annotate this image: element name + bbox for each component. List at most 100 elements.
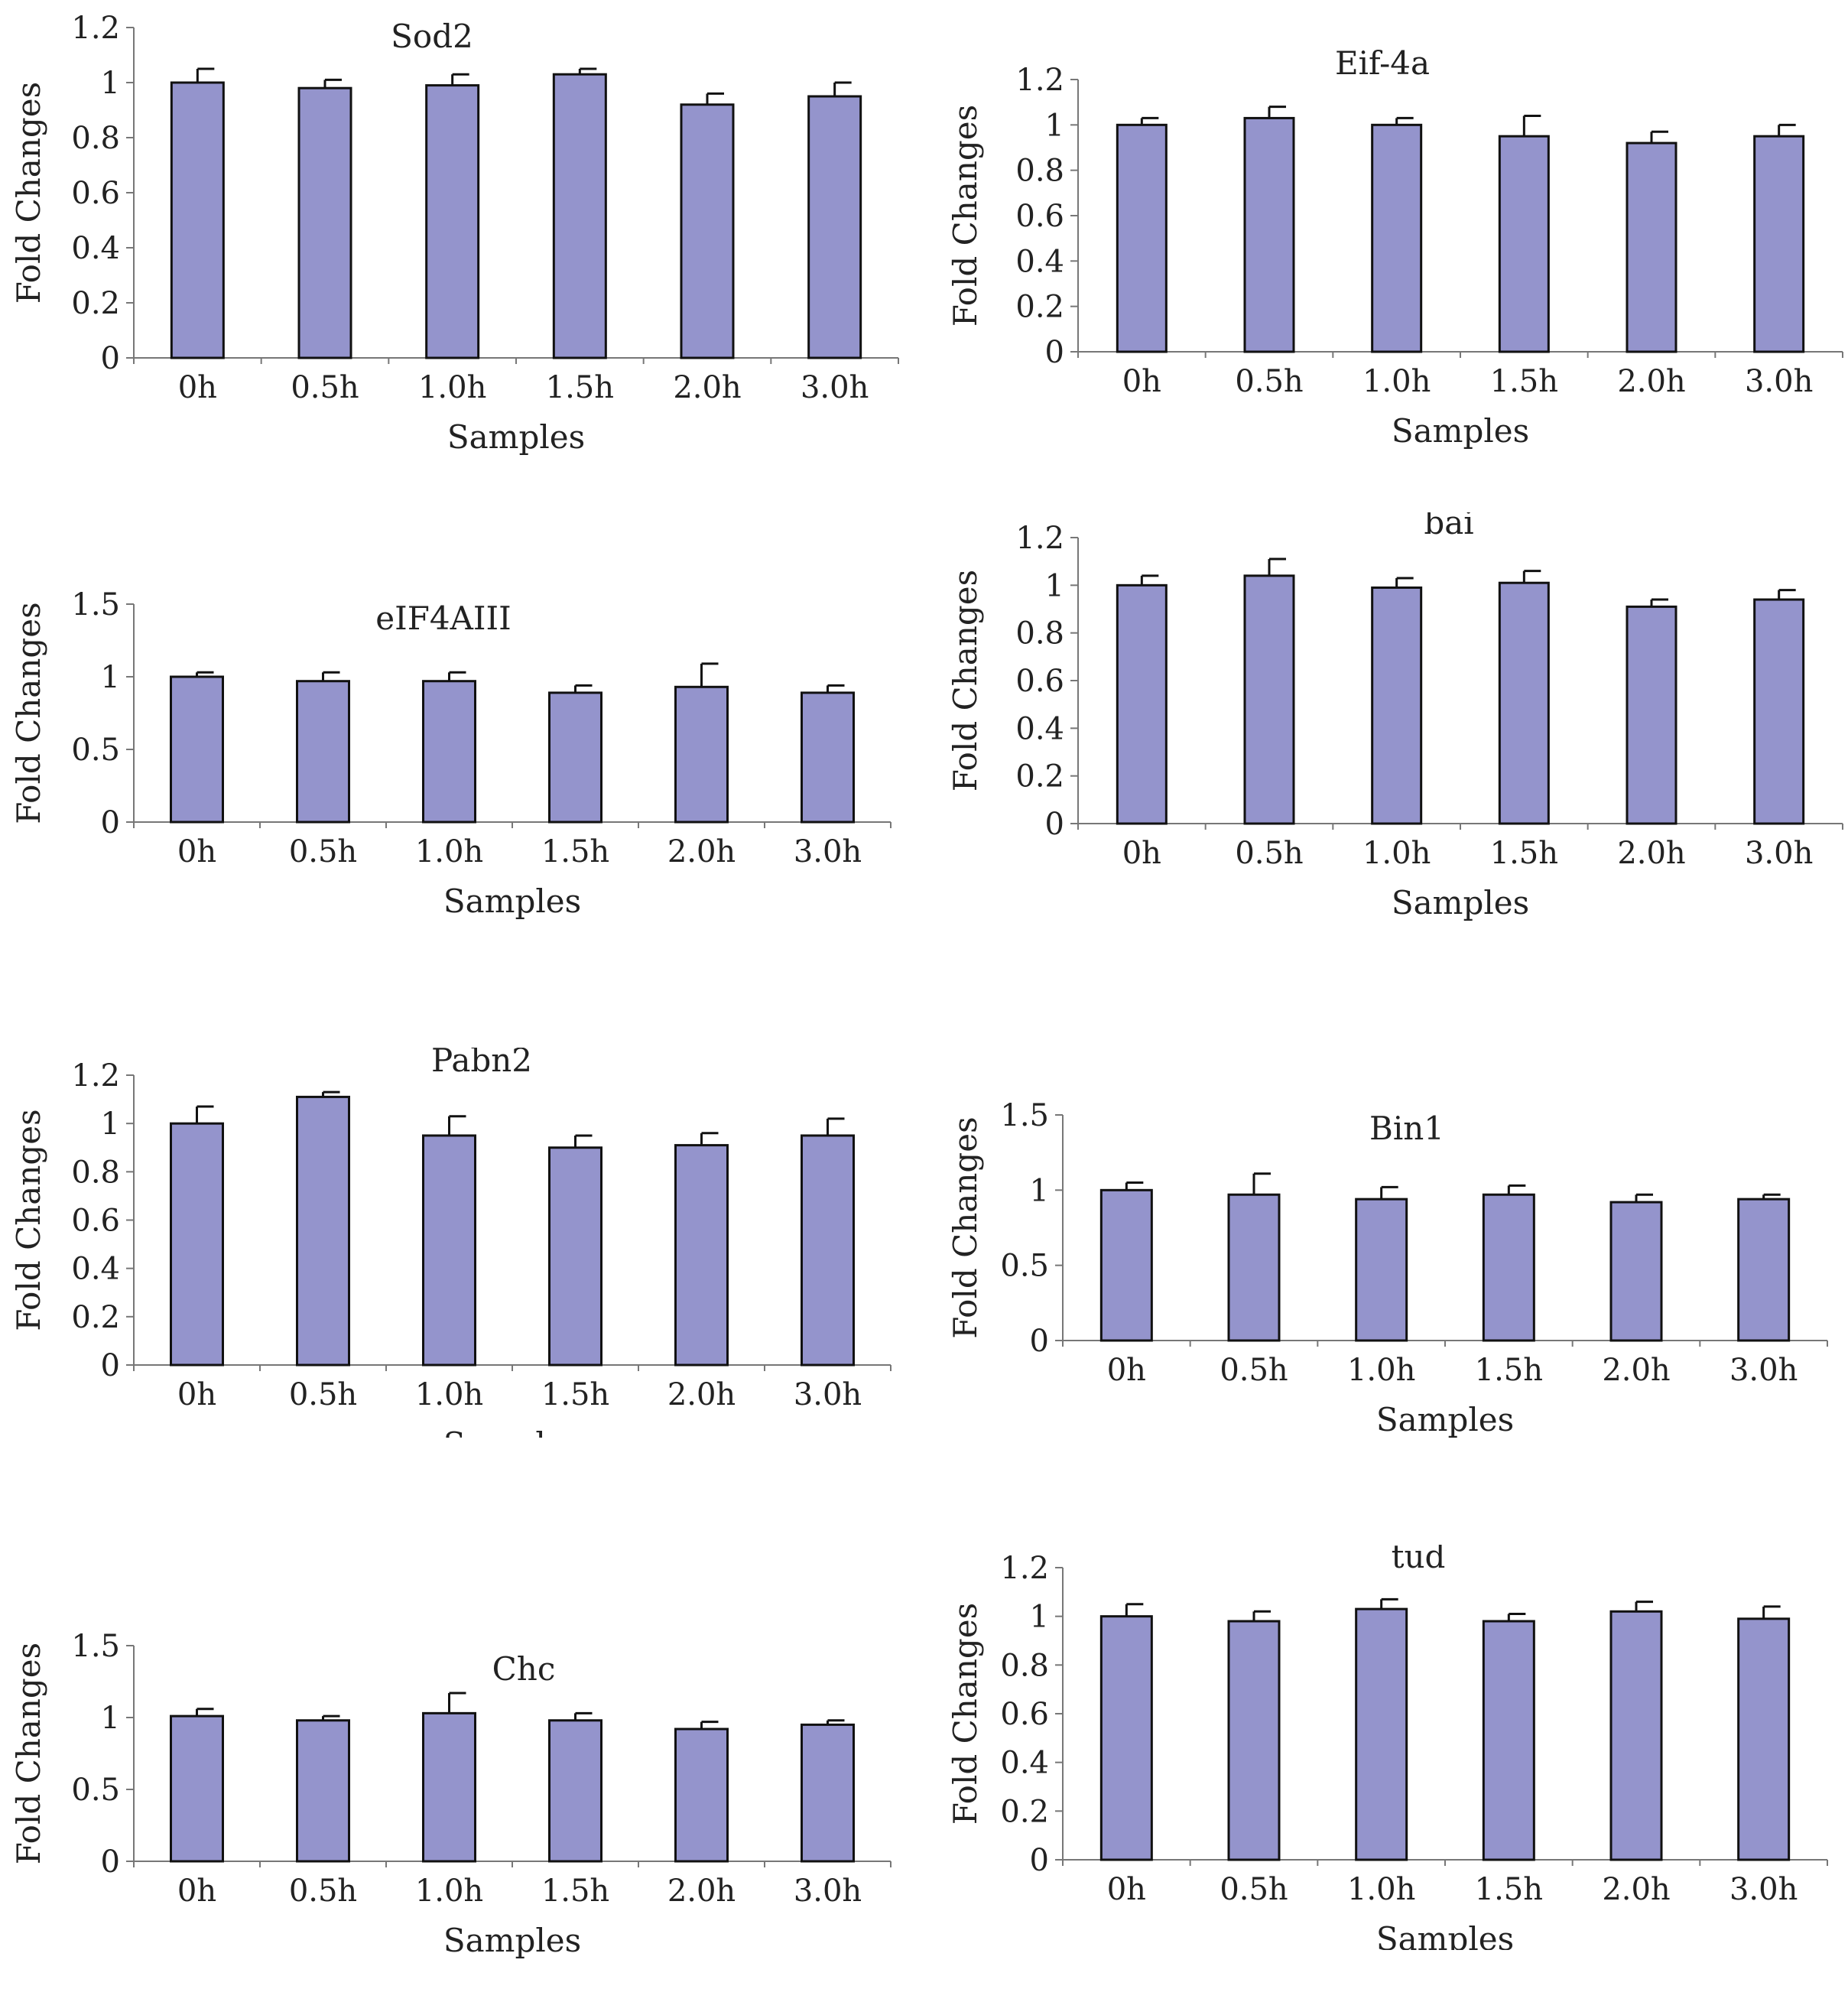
y-tick-label: 0: [1045, 807, 1064, 842]
chart-bai: 0 0.2 0.4 0.6 0.8 1 1.2 0h 0.5h 1.0h 1.5h 2.0h 3.0h b…: [947, 512, 1843, 921]
bar: [422, 1711, 476, 1863]
bar: [1371, 123, 1423, 353]
y-axis-label: Fold Changes: [947, 1116, 984, 1338]
y-tick-label: 0: [101, 1348, 120, 1383]
bar: [1099, 1188, 1153, 1342]
x-tick-label: 2.0h: [1617, 836, 1685, 871]
x-tick-label: 0h: [1122, 364, 1161, 399]
y-tick-label: 1.2: [71, 11, 120, 46]
x-axis-label: Samples: [1392, 884, 1529, 921]
x-axis-label: Samples: [447, 418, 585, 456]
x-tick-label: 0.5h: [289, 1377, 357, 1412]
y-tick-label: 1.5: [1000, 1101, 1049, 1133]
x-tick-label: 2.0h: [667, 834, 736, 869]
bar: [1498, 135, 1550, 353]
x-tick-label: 1.5h: [546, 370, 614, 405]
bar: [1753, 135, 1805, 353]
y-tick-label: 1: [101, 1107, 120, 1142]
bar: [170, 81, 225, 359]
x-tick-label: 3.0h: [1745, 364, 1813, 399]
bar: [297, 86, 352, 359]
bar: [674, 685, 729, 824]
x-tick-label: 1.0h: [415, 1874, 483, 1909]
x-tick-label: 0.5h: [1220, 1872, 1288, 1907]
y-axis-label: Fold Changes: [10, 1643, 47, 1864]
x-axis-label: Samples: [443, 882, 581, 920]
bar: [1099, 1615, 1153, 1861]
bar: [1626, 141, 1677, 353]
bar: [1737, 1198, 1791, 1342]
bar: [1609, 1201, 1663, 1342]
chart-title: bai: [1424, 512, 1473, 541]
x-tick-label: 1.5h: [541, 834, 609, 869]
bar: [548, 691, 602, 824]
y-tick-label: 1: [1045, 108, 1064, 143]
y-tick-label: 0.4: [1015, 244, 1064, 279]
y-tick-label: 0.5: [71, 1773, 120, 1808]
x-tick-label: 3.0h: [1729, 1872, 1798, 1907]
x-axis-label: Samples: [1376, 1401, 1514, 1438]
y-tick-label: 1: [101, 660, 120, 695]
y-tick-label: 1.2: [1015, 521, 1064, 556]
y-tick-label: 0.8: [1015, 154, 1064, 189]
y-tick-label: 1: [1030, 1173, 1049, 1208]
chart-bin1: 0 0.5 1 1.5 0h 0.5h 1.0h 1.5h 2.0h 3.0h Bin1 Sample…: [947, 1101, 1828, 1438]
x-tick-label: 0.5h: [1235, 364, 1303, 399]
y-axis-label: Fold Changes: [947, 105, 984, 327]
y-tick-label: 0.2: [1000, 1794, 1049, 1829]
x-tick-label: 2.0h: [673, 370, 741, 405]
bar: [1498, 581, 1550, 825]
y-axis-label: Fold Changes: [947, 1603, 984, 1825]
bar: [170, 1122, 224, 1367]
bar: [548, 1719, 602, 1863]
y-tick-label: 0.8: [1000, 1648, 1049, 1683]
bar: [425, 84, 480, 359]
chart-title: eIF4AIII: [375, 600, 511, 637]
y-tick-label: 0: [1030, 1324, 1049, 1359]
x-tick-label: 1.0h: [1347, 1872, 1415, 1907]
y-tick-label: 0: [1030, 1843, 1049, 1878]
x-tick-label: 1.0h: [1347, 1353, 1415, 1388]
x-tick-label: 1.0h: [415, 834, 483, 869]
y-tick-label: 1.5: [71, 1629, 120, 1664]
x-tick-label: 1.5h: [1475, 1872, 1543, 1907]
x-axis-label: Samples: [443, 1425, 581, 1438]
y-tick-label: 0.4: [71, 1252, 120, 1287]
y-tick-label: 0.8: [71, 1155, 120, 1190]
x-axis-label: Samples: [1392, 412, 1529, 450]
y-tick-label: 1: [101, 66, 120, 101]
x-tick-label: 3.0h: [1745, 836, 1813, 871]
x-tick-label: 0h: [1122, 836, 1161, 871]
x-tick-label: 0h: [177, 1874, 216, 1909]
bar: [1482, 1193, 1535, 1342]
bar: [1371, 586, 1423, 825]
x-tick-label: 1.5h: [541, 1377, 609, 1412]
y-tick-label: 0.4: [71, 231, 120, 266]
y-tick-label: 1.2: [1000, 1551, 1049, 1586]
y-tick-label: 0: [101, 1844, 120, 1880]
bar: [296, 1095, 350, 1367]
y-axis-label: Fold Changes: [947, 570, 984, 791]
bar: [1609, 1610, 1663, 1861]
chart-sod2: 0 0.2 0.4 0.6 0.8 1 1.2 0h 0.5h 1.0h 1.5h 2.0h 3.0h S…: [10, 11, 899, 456]
bar: [552, 73, 607, 359]
x-tick-label: 1.0h: [1362, 364, 1431, 399]
chart-title: Chc: [492, 1650, 556, 1688]
y-tick-label: 1.2: [1015, 63, 1064, 98]
x-tick-label: 1.0h: [418, 370, 486, 405]
bar: [170, 1714, 224, 1863]
chart-tud: 0 0.2 0.4 0.6 0.8 1 1.2 0h 0.5h 1.0h 1.5h 2.0h 3.0h t…: [947, 1545, 1828, 1950]
x-tick-label: 1.5h: [541, 1874, 609, 1909]
bar: [807, 95, 862, 359]
bar: [680, 103, 735, 359]
chart-eif4aiii: 0 0.5 1 1.5 0h 0.5h 1.0h 1.5h 2.0h 3.0h eIF4AIII Sa…: [10, 587, 892, 920]
x-tick-label: 1.0h: [415, 1377, 483, 1412]
bar: [674, 1144, 729, 1367]
x-tick-label: 1.5h: [1490, 836, 1558, 871]
x-tick-label: 0h: [177, 834, 216, 869]
x-tick-label: 2.0h: [667, 1874, 736, 1909]
x-tick-label: 1.0h: [1362, 836, 1431, 871]
chart-title: tud: [1392, 1545, 1446, 1575]
bar: [801, 1723, 855, 1863]
